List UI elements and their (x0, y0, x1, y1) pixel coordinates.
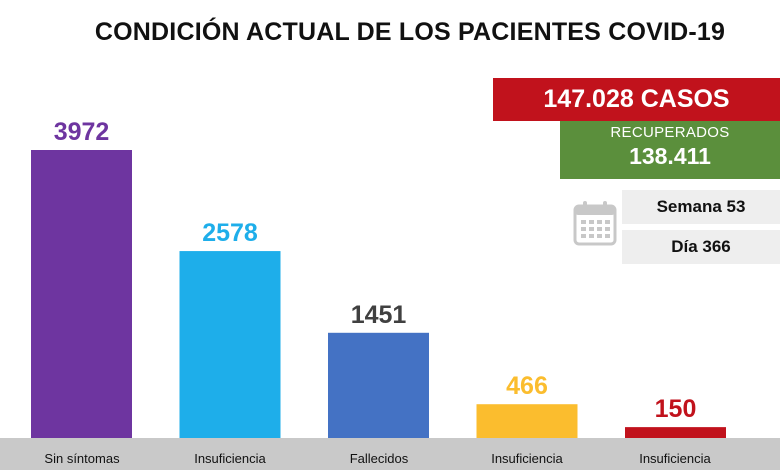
bar-value-label-1: 3972 (54, 118, 110, 146)
calendar-icon (573, 201, 617, 246)
week-box: Semana 53 (622, 190, 780, 224)
day-text: Día 366 (671, 237, 731, 256)
bar-value-label-5: 150 (655, 395, 697, 423)
week-text: Semana 53 (656, 197, 746, 216)
total-cases-panel: 147.028 CASOS (493, 78, 780, 121)
x-label-1: Sin síntomas (44, 451, 120, 466)
x-label-2: Insuficiencia (194, 451, 266, 466)
bar-1 (31, 150, 132, 438)
bar-value-label-3: 1451 (351, 301, 407, 329)
x-label-3: Fallecidos (349, 451, 409, 466)
x-label-5: Insuficiencia (639, 451, 711, 466)
x-label-4: Insuficiencia (491, 451, 563, 466)
bar-value-label-4: 466 (506, 372, 548, 400)
bar-4 (476, 404, 578, 438)
recovered-label: RECUPERADOS (610, 124, 730, 141)
bar-3 (328, 332, 429, 438)
bar-2 (179, 251, 281, 438)
day-box: Día 366 (622, 230, 780, 264)
recovered-value: 138.411 (629, 143, 711, 169)
bar-5 (625, 427, 726, 438)
total-cases-value: 147.028 CASOS (543, 85, 730, 113)
recovered-panel: RECUPERADOS 138.411 (560, 121, 780, 179)
bar-value-label-2: 2578 (202, 219, 258, 247)
x-axis-band (0, 438, 780, 470)
chart-title: CONDICIÓN ACTUAL DE LOS PACIENTES COVID-… (94, 18, 726, 46)
